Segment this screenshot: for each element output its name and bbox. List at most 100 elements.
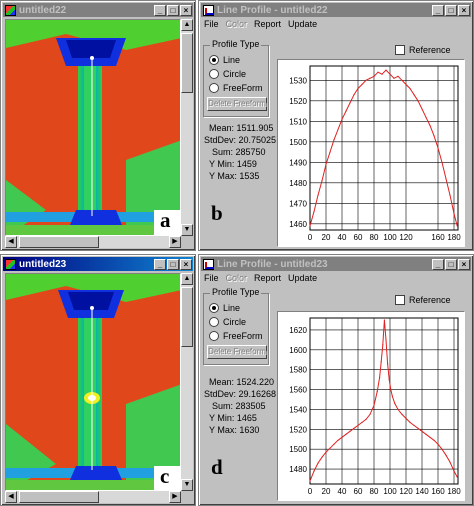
- image-window-a-titlebar[interactable]: untitled22 _ □ ×: [3, 3, 193, 17]
- radio-line[interactable]: Line: [209, 55, 240, 65]
- maximize-button[interactable]: □: [167, 4, 179, 16]
- profile-point: [369, 413, 371, 415]
- menu-color[interactable]: Color: [225, 273, 248, 283]
- profile-type-group: Profile Type Line Circle FreeForm Delete…: [203, 287, 269, 365]
- radio-line[interactable]: Line: [209, 303, 240, 313]
- profile-point: [357, 424, 359, 426]
- stat-ymax: Y Max: 1535: [209, 171, 260, 181]
- profile-window-b: Line Profile - untitled22 _ □ × File Col…: [198, 0, 474, 251]
- profile-point: [445, 454, 447, 456]
- delete-freeform-button[interactable]: Delete Freeform: [207, 345, 267, 359]
- profile-point: [379, 377, 381, 379]
- menu-file[interactable]: File: [204, 19, 219, 29]
- close-button[interactable]: ×: [180, 258, 192, 270]
- maximize-button[interactable]: □: [445, 258, 457, 270]
- menu-report[interactable]: Report: [254, 19, 282, 29]
- radio-circle[interactable]: Circle: [209, 317, 246, 327]
- scroll-up-arrow-icon[interactable]: ▲: [181, 19, 193, 31]
- profile-point: [380, 361, 382, 363]
- delete-freeform-button[interactable]: Delete Freeform: [207, 97, 267, 111]
- radio-unchecked-icon[interactable]: [209, 83, 219, 93]
- x-tick-label: 60: [354, 233, 363, 242]
- profile-point: [388, 379, 390, 381]
- profile-point: [389, 73, 391, 75]
- profile-point: [321, 180, 323, 182]
- radio-unchecked-icon[interactable]: [209, 331, 219, 341]
- vertical-scrollbar[interactable]: ▲ ▼: [181, 273, 193, 491]
- y-tick-label: 1460: [289, 220, 307, 229]
- reference-checkbox[interactable]: Reference: [395, 45, 451, 55]
- profile-point: [417, 100, 419, 102]
- scroll-thumb[interactable]: [181, 33, 193, 93]
- scroll-thumb[interactable]: [19, 236, 99, 248]
- x-tick-label: 120: [399, 487, 413, 496]
- profile-point: [376, 391, 378, 393]
- menu-update[interactable]: Update: [288, 19, 318, 29]
- checkbox-unchecked-icon[interactable]: [395, 45, 405, 55]
- scroll-up-arrow-icon[interactable]: ▲: [181, 273, 193, 285]
- image-window-c: untitled23 _ □ ×: [0, 254, 196, 506]
- profile-point: [433, 439, 435, 441]
- vertical-scrollbar[interactable]: ▲ ▼: [181, 19, 193, 236]
- profile-point: [421, 430, 423, 432]
- profile-point: [449, 461, 451, 463]
- scroll-thumb[interactable]: [19, 491, 99, 503]
- scroll-right-arrow-icon[interactable]: ▶: [169, 236, 181, 248]
- profile-point: [413, 424, 415, 426]
- radio-freeform[interactable]: FreeForm: [209, 331, 263, 341]
- radio-line-label: Line: [223, 55, 241, 65]
- radio-unchecked-icon[interactable]: [209, 69, 219, 79]
- scroll-thumb[interactable]: [181, 287, 193, 347]
- profile-point: [333, 443, 335, 445]
- minimize-button[interactable]: _: [432, 4, 444, 16]
- profile-point: [317, 462, 319, 464]
- minimize-button[interactable]: _: [154, 258, 166, 270]
- scroll-right-arrow-icon[interactable]: ▶: [169, 491, 181, 503]
- profile-point: [345, 110, 347, 112]
- image-window-a: untitled22 _ □ ×: [0, 0, 196, 251]
- profile-window-d-titlebar[interactable]: Line Profile - untitled23 _ □ ×: [201, 257, 471, 271]
- y-tick-label: 1600: [289, 346, 307, 355]
- close-button[interactable]: ×: [458, 258, 470, 270]
- menu-report[interactable]: Report: [254, 273, 282, 283]
- maximize-button[interactable]: □: [445, 4, 457, 16]
- scroll-down-arrow-icon[interactable]: ▼: [181, 479, 193, 491]
- minimize-button[interactable]: _: [432, 258, 444, 270]
- thermal-image-c[interactable]: c: [5, 273, 181, 491]
- radio-checked-icon[interactable]: [209, 55, 219, 65]
- radio-checked-icon[interactable]: [209, 303, 219, 313]
- checkbox-unchecked-icon[interactable]: [395, 295, 405, 305]
- menu-file[interactable]: File: [204, 273, 219, 283]
- image-app-icon: [5, 258, 16, 270]
- horizontal-scrollbar[interactable]: ◀ ▶: [5, 491, 181, 503]
- close-button[interactable]: ×: [180, 4, 192, 16]
- horizontal-scrollbar[interactable]: ◀ ▶: [5, 236, 181, 248]
- close-button[interactable]: ×: [458, 4, 470, 16]
- y-tick-label: 1560: [289, 386, 307, 395]
- scroll-left-arrow-icon[interactable]: ◀: [5, 236, 17, 248]
- profile-window-b-titlebar[interactable]: Line Profile - untitled22 _ □ ×: [201, 3, 471, 17]
- reference-checkbox[interactable]: Reference: [395, 295, 451, 305]
- menu-color[interactable]: Color: [225, 19, 248, 29]
- profile-point: [421, 108, 423, 110]
- profile-point: [357, 87, 359, 90]
- profile-point: [405, 417, 407, 419]
- y-tick-label: 1510: [289, 117, 307, 126]
- scroll-down-arrow-icon[interactable]: ▼: [181, 224, 193, 236]
- x-tick-label: 140: [415, 487, 429, 496]
- profile-point: [381, 73, 383, 75]
- x-tick-label: 20: [322, 487, 331, 496]
- menu-update[interactable]: Update: [288, 273, 318, 283]
- image-app-icon: [5, 4, 16, 16]
- image-window-c-titlebar[interactable]: untitled23 _ □ ×: [3, 257, 193, 271]
- radio-unchecked-icon[interactable]: [209, 317, 219, 327]
- radio-freeform[interactable]: FreeForm: [209, 83, 263, 93]
- radio-circle[interactable]: Circle: [209, 69, 246, 79]
- minimize-button[interactable]: _: [154, 4, 166, 16]
- thermal-image-a[interactable]: a: [5, 19, 181, 236]
- scroll-left-arrow-icon[interactable]: ◀: [5, 491, 17, 503]
- panel-label-d: d: [211, 455, 223, 479]
- thermal-image-a-graphic: [6, 20, 180, 235]
- profile-point: [394, 402, 396, 405]
- maximize-button[interactable]: □: [167, 258, 179, 270]
